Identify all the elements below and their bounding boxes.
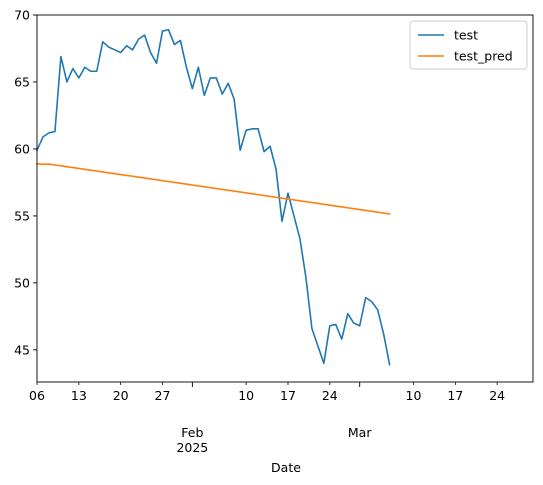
x-minor-tick-label: 24: [322, 388, 338, 403]
legend-label-test: test: [454, 28, 478, 43]
series-line-test-pred: [36, 162, 391, 215]
x-minor-tick-label: 10: [406, 388, 422, 403]
legend-box: [409, 20, 528, 70]
y-tick-label: 45: [14, 342, 30, 357]
x-major-tick-label: Mar: [348, 425, 372, 440]
x-minor-tick-label: 13: [71, 388, 87, 403]
x-minor-tick-label: 20: [113, 388, 129, 403]
axes-frame: [36, 14, 534, 383]
y-tick-label: 65: [14, 74, 30, 89]
x-minor-tick-label: 24: [489, 388, 505, 403]
x-minor-tick-label: 17: [447, 388, 463, 403]
x-minor-tick-label: 27: [155, 388, 171, 403]
x-minor-tick-label: 06: [29, 388, 45, 403]
x-major-tick-year-label: 2025: [176, 440, 208, 455]
y-tick-label: 55: [14, 208, 30, 223]
y-tick-label: 50: [14, 275, 30, 290]
y-tick-label: 70: [14, 8, 30, 23]
legend-label-test-pred: test_pred: [454, 49, 513, 64]
x-axis-label: Date: [271, 460, 301, 475]
series-line-test: [35, 28, 391, 366]
y-tick-label: 60: [14, 141, 30, 156]
legend: test test_pred: [409, 20, 528, 70]
series-layer: [35, 28, 391, 366]
x-major-tick-label: Feb: [181, 425, 203, 440]
x-minor-tick-label: 17: [280, 388, 296, 403]
x-minor-tick-label: 10: [238, 388, 254, 403]
